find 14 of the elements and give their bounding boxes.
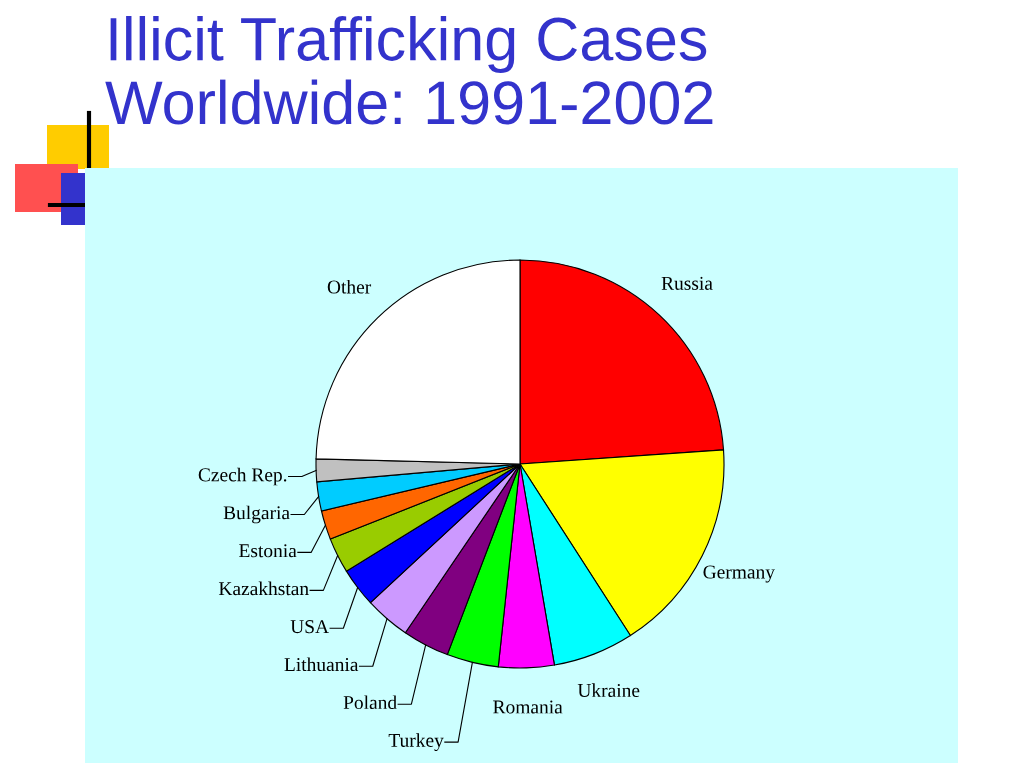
slice-label: Czech Rep.: [198, 467, 287, 486]
slice-label: Estonia: [239, 544, 297, 558]
slice-label: Russia: [661, 276, 713, 290]
slice-label: Ukraine: [577, 683, 640, 698]
slice-label: USA: [290, 620, 329, 634]
slice-label: Bulgaria: [223, 505, 290, 524]
slice-label: Kazakhstan: [218, 581, 309, 596]
slice-label: Poland: [343, 695, 397, 710]
slice-label: Romania: [493, 700, 563, 714]
slice-label: Lithuania: [284, 657, 359, 672]
slice-label: Turkey: [388, 733, 444, 751]
slice-label: Other: [327, 279, 372, 294]
chart-title: Illicit Trafficking Cases Worldwide: 1991-2002: [105, 16, 713, 125]
slice-label: Germany: [703, 565, 775, 583]
